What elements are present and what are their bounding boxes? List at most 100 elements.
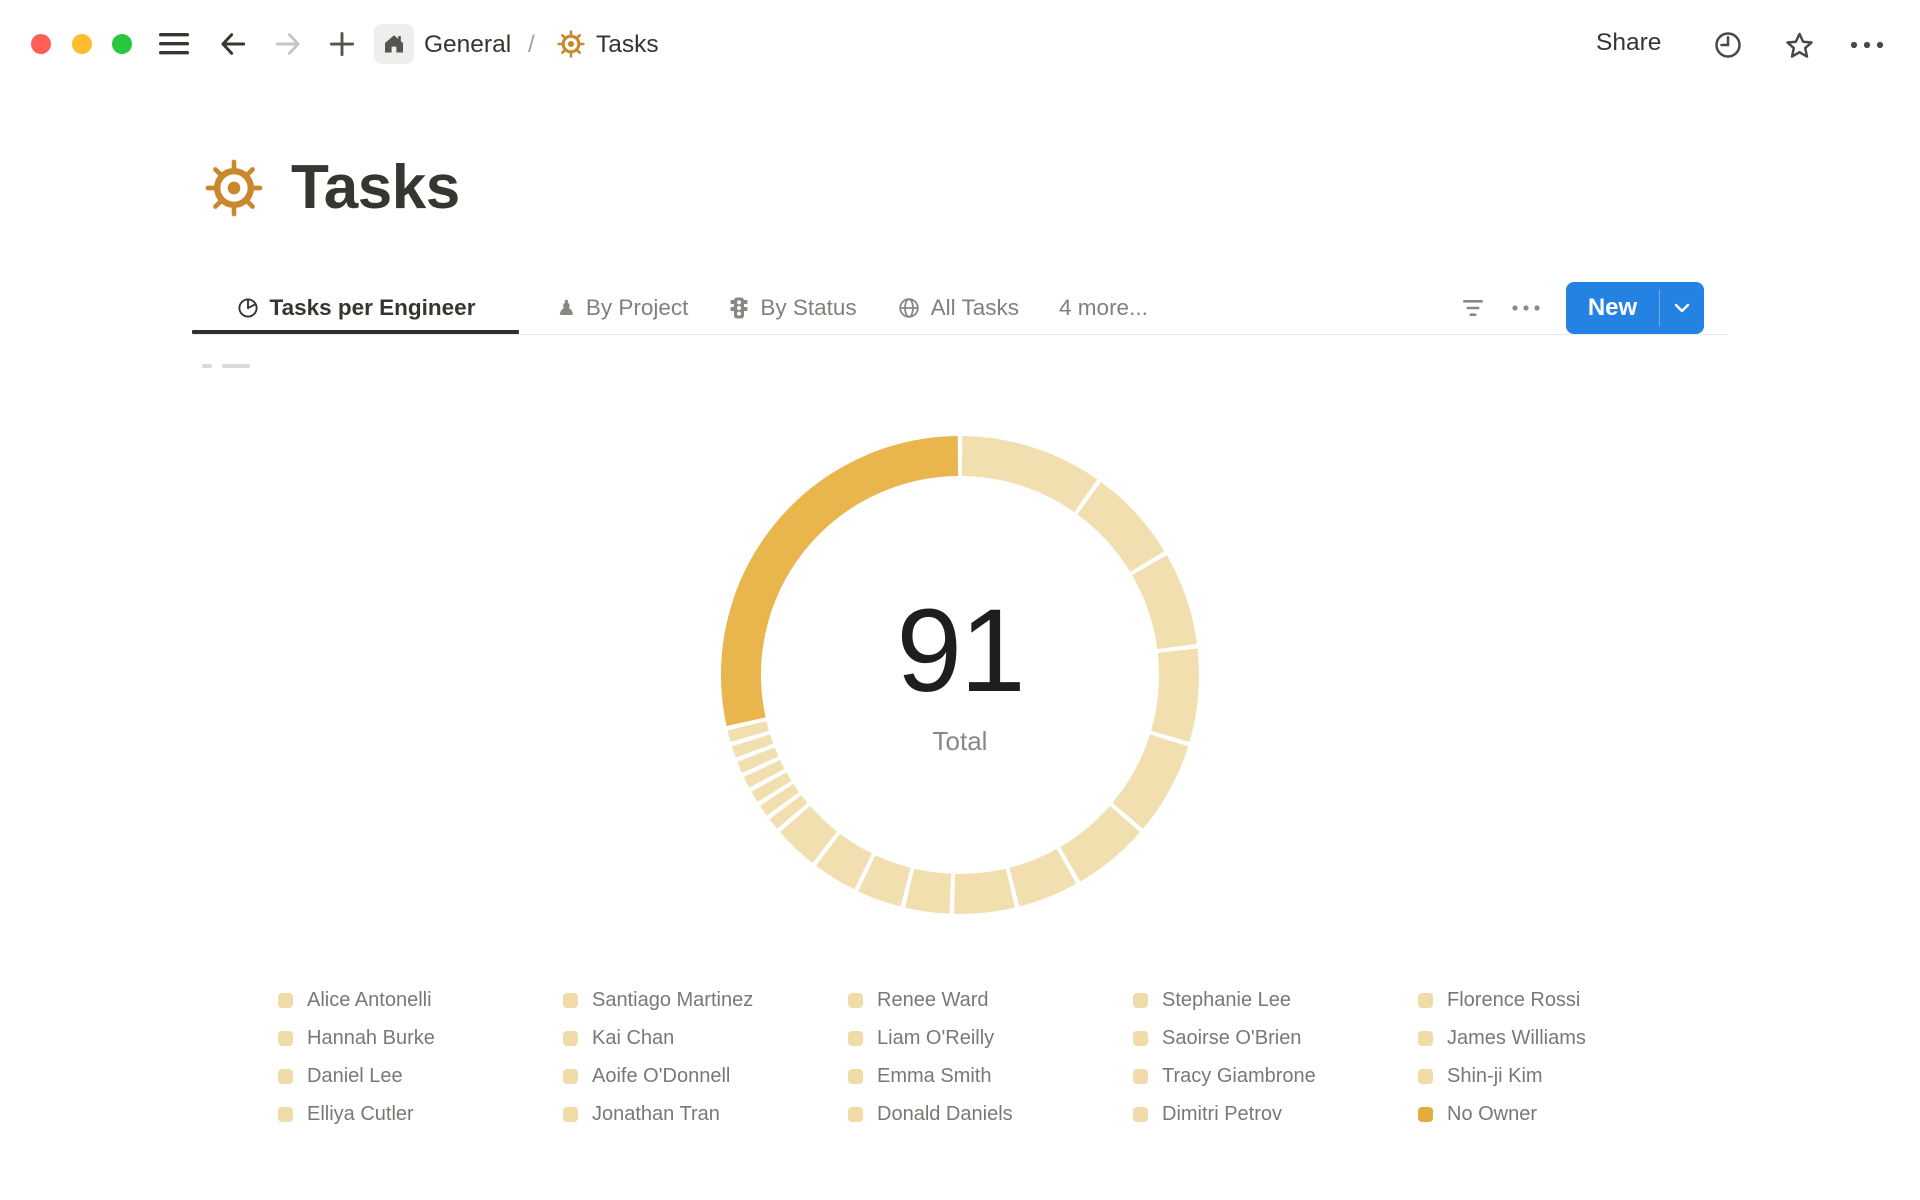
legend-item-renee-ward[interactable]: Renee Ward [848, 981, 1133, 1019]
forward-arrow-icon[interactable] [270, 26, 306, 62]
tab-by-status[interactable]: By Status [726, 283, 858, 333]
legend-label: Santiago Martinez [592, 988, 754, 1011]
legend-item-alice-antonelli[interactable]: Alice Antonelli [278, 981, 563, 1019]
legend-item-dimitri-petrov[interactable]: Dimitri Petrov [1133, 1095, 1418, 1133]
legend-item-jonathan-tran[interactable]: Jonathan Tran [563, 1095, 848, 1133]
new-button-label[interactable]: New [1587, 294, 1638, 321]
legend-label: Kai Chan [592, 1026, 675, 1049]
traffic-light-zoom[interactable] [112, 34, 132, 54]
legend-item-emma-smith[interactable]: Emma Smith [848, 1057, 1133, 1095]
legend-swatch [563, 1106, 578, 1122]
donut-segment-aoife-o-donnell[interactable] [1009, 848, 1077, 907]
breadcrumb-home-button[interactable] [374, 24, 414, 64]
legend-swatch [278, 1106, 293, 1122]
legend-label: Dimitri Petrov [1162, 1102, 1283, 1125]
traffic-light-close[interactable] [31, 34, 51, 54]
legend-label: Saoirse O'Brien [1162, 1026, 1302, 1049]
chart-total-value: 91 [896, 585, 1025, 717]
breadcrumb-separator: / [528, 31, 535, 58]
donut-segment-santiago-martinez[interactable] [1112, 734, 1189, 829]
legend-item-donald-daniels[interactable]: Donald Daniels [848, 1095, 1133, 1133]
tab-overflow-more[interactable]: 4 more... [1057, 283, 1150, 333]
legend-item-daniel-lee[interactable]: Daniel Lee [278, 1057, 563, 1095]
donut-segment-elliya-cutler[interactable] [1150, 648, 1199, 742]
legend-item-tracy-giambrone[interactable]: Tracy Giambrone [1133, 1057, 1418, 1095]
legend-label: No Owner [1447, 1102, 1538, 1125]
donut-segment-tracy-giambrone[interactable] [751, 772, 792, 802]
legend-swatch [1133, 1030, 1148, 1046]
legend-item-santiago-martinez[interactable]: Santiago Martinez [563, 981, 848, 1019]
history-clock-icon[interactable] [1712, 29, 1744, 61]
legend-swatch [1133, 1068, 1148, 1084]
active-tab-underline [192, 330, 519, 334]
pie-chart-icon [237, 298, 258, 318]
tab-tasks-per-engineer[interactable]: Tasks per Engineer [192, 283, 519, 333]
sidebar-menu-icon[interactable] [156, 28, 192, 60]
legend-label: Donald Daniels [877, 1102, 1013, 1125]
legend-swatch [848, 1106, 863, 1122]
legend-swatch [278, 1030, 293, 1046]
legend-label: Stephanie Lee [1162, 988, 1292, 1011]
donut-segment-florence-rossi[interactable] [737, 747, 779, 773]
donut-segment-dimitri-petrov[interactable] [743, 759, 785, 788]
legend-item-james-williams[interactable]: James Williams [1418, 1019, 1703, 1057]
donut-segment-liam-o-reilly[interactable] [858, 854, 911, 907]
more-options-icon[interactable] [1848, 36, 1886, 54]
donut-segment-kai-chan[interactable] [1059, 805, 1141, 882]
legend-swatch [563, 1068, 578, 1084]
globe-icon [898, 298, 919, 318]
legend-item-no-owner[interactable]: No Owner [1418, 1095, 1703, 1133]
tab-all-tasks[interactable]: All Tasks [895, 283, 1021, 333]
legend-item-saoirse-o-brien[interactable]: Saoirse O'Brien [1133, 1019, 1418, 1057]
donut-segment-stephanie-lee[interactable] [769, 795, 808, 829]
page-title[interactable]: Tasks [291, 153, 460, 222]
donut-segment-james-williams[interactable] [731, 734, 774, 758]
chevron-down-icon[interactable] [1660, 282, 1704, 334]
legend-item-aoife-o-donnell[interactable]: Aoife O'Donnell [563, 1057, 848, 1095]
chart-total-label: Total [932, 726, 988, 756]
donut-segment-no-owner[interactable] [721, 436, 959, 726]
view-options-dots-icon[interactable] [1510, 302, 1542, 314]
breadcrumb-workspace[interactable]: General [424, 31, 512, 58]
legend-label: Aoife O'Donnell [592, 1064, 731, 1087]
new-tab-plus-icon[interactable] [324, 26, 360, 62]
breadcrumb-page[interactable]: Tasks [596, 31, 659, 58]
legend-item-liam-o-reilly[interactable]: Liam O'Reilly [848, 1019, 1133, 1057]
page-helm-icon[interactable] [205, 159, 263, 217]
donut-segment-saoirse-o-brien[interactable] [759, 783, 800, 816]
legend-item-stephanie-lee[interactable]: Stephanie Lee [1133, 981, 1418, 1019]
traffic-light-minimize[interactable] [72, 34, 92, 54]
legend-swatch [848, 1068, 863, 1084]
legend-swatch [1418, 1106, 1433, 1122]
back-arrow-icon[interactable] [215, 26, 251, 62]
new-button[interactable]: New [1566, 282, 1704, 334]
legend-item-shin-ji-kim[interactable]: Shin-ji Kim [1418, 1057, 1703, 1095]
window-toolbar: General / Tasks Share [0, 0, 1920, 90]
legend-item-elliya-cutler[interactable]: Elliya Cutler [278, 1095, 563, 1133]
view-tab-bar: Tasks per Engineer ♟ By Project By Statu… [192, 283, 1150, 333]
legend-item-kai-chan[interactable]: Kai Chan [563, 1019, 848, 1057]
tab-label: Tasks per Engineer [269, 295, 476, 320]
legend-item-florence-rossi[interactable]: Florence Rossi [1418, 981, 1703, 1019]
favorite-star-icon[interactable] [1783, 29, 1815, 61]
legend-swatch [848, 1030, 863, 1046]
tab-bar-divider [192, 334, 1728, 335]
donut-segment-daniel-lee[interactable] [1131, 555, 1197, 650]
legend-label: James Williams [1447, 1026, 1586, 1049]
donut-segment-emma-smith[interactable] [816, 833, 873, 890]
donut-segment-alice-antonelli[interactable] [961, 436, 1098, 513]
legend-item-hannah-burke[interactable]: Hannah Burke [278, 1019, 563, 1057]
donut-segment-renee-ward[interactable] [905, 868, 952, 914]
donut-chart[interactable] [710, 425, 1210, 925]
share-button[interactable]: Share [1596, 29, 1662, 56]
tab-by-project[interactable]: ♟ By Project [555, 283, 690, 333]
donut-segment-donald-daniels[interactable] [779, 805, 838, 863]
filter-sort-icon[interactable] [1460, 295, 1486, 321]
legend-label: Daniel Lee [307, 1064, 403, 1087]
donut-segment-jonathan-tran[interactable] [954, 868, 1015, 914]
new-button-split [1659, 290, 1660, 326]
donut-segment-shin-ji-kim[interactable] [727, 721, 769, 742]
legend-swatch [848, 992, 863, 1008]
donut-segment-hannah-burke[interactable] [1077, 482, 1165, 573]
